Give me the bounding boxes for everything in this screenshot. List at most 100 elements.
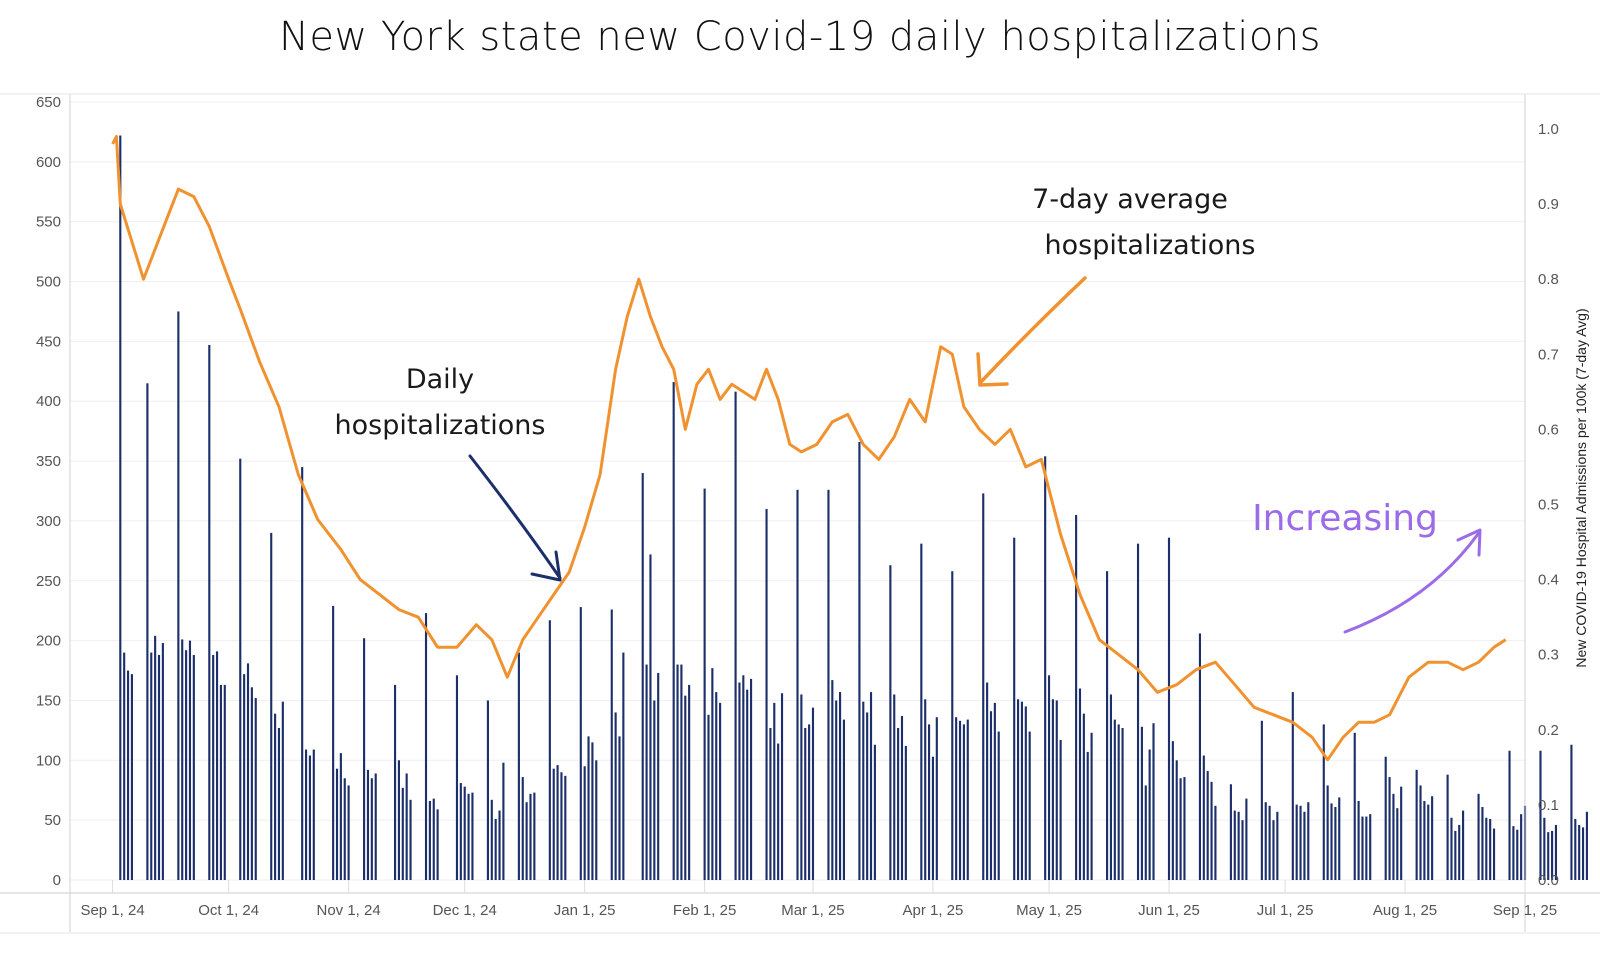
x-tick-label: Jun 1, 25 <box>1138 902 1200 919</box>
daily-bar <box>1086 751 1089 880</box>
daily-bar <box>1446 774 1449 880</box>
daily-bar <box>192 654 195 880</box>
daily-bar <box>556 765 559 880</box>
right-tick-label: 0.2 <box>1538 722 1559 739</box>
seven-day-average-label: hospitalizations <box>1045 230 1256 261</box>
daily-bar <box>374 773 377 880</box>
daily-bar <box>1520 814 1523 880</box>
left-tick-label: 450 <box>36 333 61 350</box>
daily-bar <box>769 727 772 880</box>
daily-bar <box>703 488 706 880</box>
daily-bar <box>1307 802 1310 880</box>
x-tick-label: Aug 1, 25 <box>1373 902 1437 919</box>
left-tick-label: 400 <box>36 393 61 410</box>
daily-bar <box>161 643 164 880</box>
daily-bar <box>1136 543 1140 880</box>
daily-bar <box>1171 741 1174 880</box>
daily-bar <box>591 742 594 880</box>
daily-bar <box>1353 732 1356 880</box>
daily-bar <box>1322 724 1325 880</box>
daily-bar <box>529 793 532 880</box>
daily-bar <box>1117 724 1120 880</box>
daily-bar <box>935 717 938 880</box>
daily-bar <box>1574 818 1577 880</box>
daily-bar <box>1369 814 1372 880</box>
daily-bar <box>1206 771 1209 880</box>
daily-bar <box>126 670 130 880</box>
daily-bar <box>1051 699 1054 880</box>
daily-bar <box>1458 824 1461 880</box>
daily-bar <box>982 493 985 880</box>
daily-bar <box>897 727 900 880</box>
x-tick-label: Jan 1, 25 <box>554 902 616 919</box>
daily-bar <box>347 785 350 880</box>
daily-bar <box>610 609 613 880</box>
daily-bar <box>1144 785 1147 880</box>
seven-day-average-label: 7-day average <box>1032 184 1228 215</box>
left-tick-label: 0 <box>53 872 61 889</box>
daily-bar <box>958 720 962 880</box>
daily-bar <box>1462 810 1465 880</box>
daily-bar <box>649 554 652 880</box>
daily-bar <box>1400 786 1403 880</box>
daily-bar <box>301 467 304 880</box>
daily-bar <box>459 783 462 880</box>
daily-bar <box>1106 571 1109 880</box>
daily-bar <box>490 799 493 880</box>
daily-bar <box>742 675 745 880</box>
daily-bar <box>1028 731 1031 880</box>
daily-bar <box>1299 805 1302 880</box>
daily-bar <box>1512 826 1515 880</box>
daily-bar <box>676 664 679 880</box>
seven-day-average-line <box>111 135 1507 762</box>
daily-bar <box>924 699 927 880</box>
daily-bar <box>1554 824 1558 880</box>
daily-bar <box>804 727 807 880</box>
daily-bar <box>455 675 459 880</box>
daily-bar <box>1175 760 1178 880</box>
daily-bar <box>1075 514 1078 880</box>
daily-bar <box>1140 726 1143 880</box>
daily-bar <box>684 695 687 880</box>
daily-bar <box>219 684 222 880</box>
daily-bar <box>808 724 811 880</box>
daily-bar <box>215 651 219 880</box>
daily-bar <box>1264 802 1267 880</box>
daily-bar <box>250 687 253 880</box>
daily-bar <box>223 684 226 880</box>
daily-bar <box>274 713 277 880</box>
daily-bars <box>119 135 1588 881</box>
daily-bar <box>835 700 838 880</box>
daily-bar <box>1338 797 1341 880</box>
daily-bar <box>363 638 366 880</box>
x-tick-label: May 1, 25 <box>1016 902 1082 919</box>
daily-bar <box>463 786 466 880</box>
daily-bar <box>1551 830 1554 880</box>
daily-bar <box>1489 818 1492 880</box>
right-tick-label: 1.0 <box>1538 121 1559 138</box>
daily-bar <box>548 620 551 880</box>
daily-bar <box>951 571 954 880</box>
right-tick-label: 0.3 <box>1538 647 1559 664</box>
left-tick-label: 250 <box>36 573 61 590</box>
left-tick-label: 350 <box>36 453 61 470</box>
x-tick-label: Jul 1, 25 <box>1257 902 1314 919</box>
left-tick-label: 300 <box>36 513 61 530</box>
daily-bar <box>641 473 644 880</box>
daily-arrow <box>468 454 562 580</box>
daily-bar <box>831 680 834 880</box>
axes: 0 50 100 150 200 250 300 350 400 450 500 550 600 650 0… <box>0 93 1600 934</box>
daily-bar <box>246 663 250 880</box>
daily-bar <box>521 777 524 880</box>
daily-bar <box>796 489 799 880</box>
x-tick-label: Nov 1, 24 <box>317 902 381 919</box>
daily-bar <box>1198 633 1202 880</box>
daily-bar <box>1570 744 1573 880</box>
daily-bar <box>486 700 489 880</box>
x-tick-label: Feb 1, 25 <box>673 902 736 919</box>
daily-bar <box>765 508 768 880</box>
daily-bar <box>618 736 621 880</box>
daily-bar <box>889 565 892 880</box>
daily-bar <box>1330 803 1333 880</box>
